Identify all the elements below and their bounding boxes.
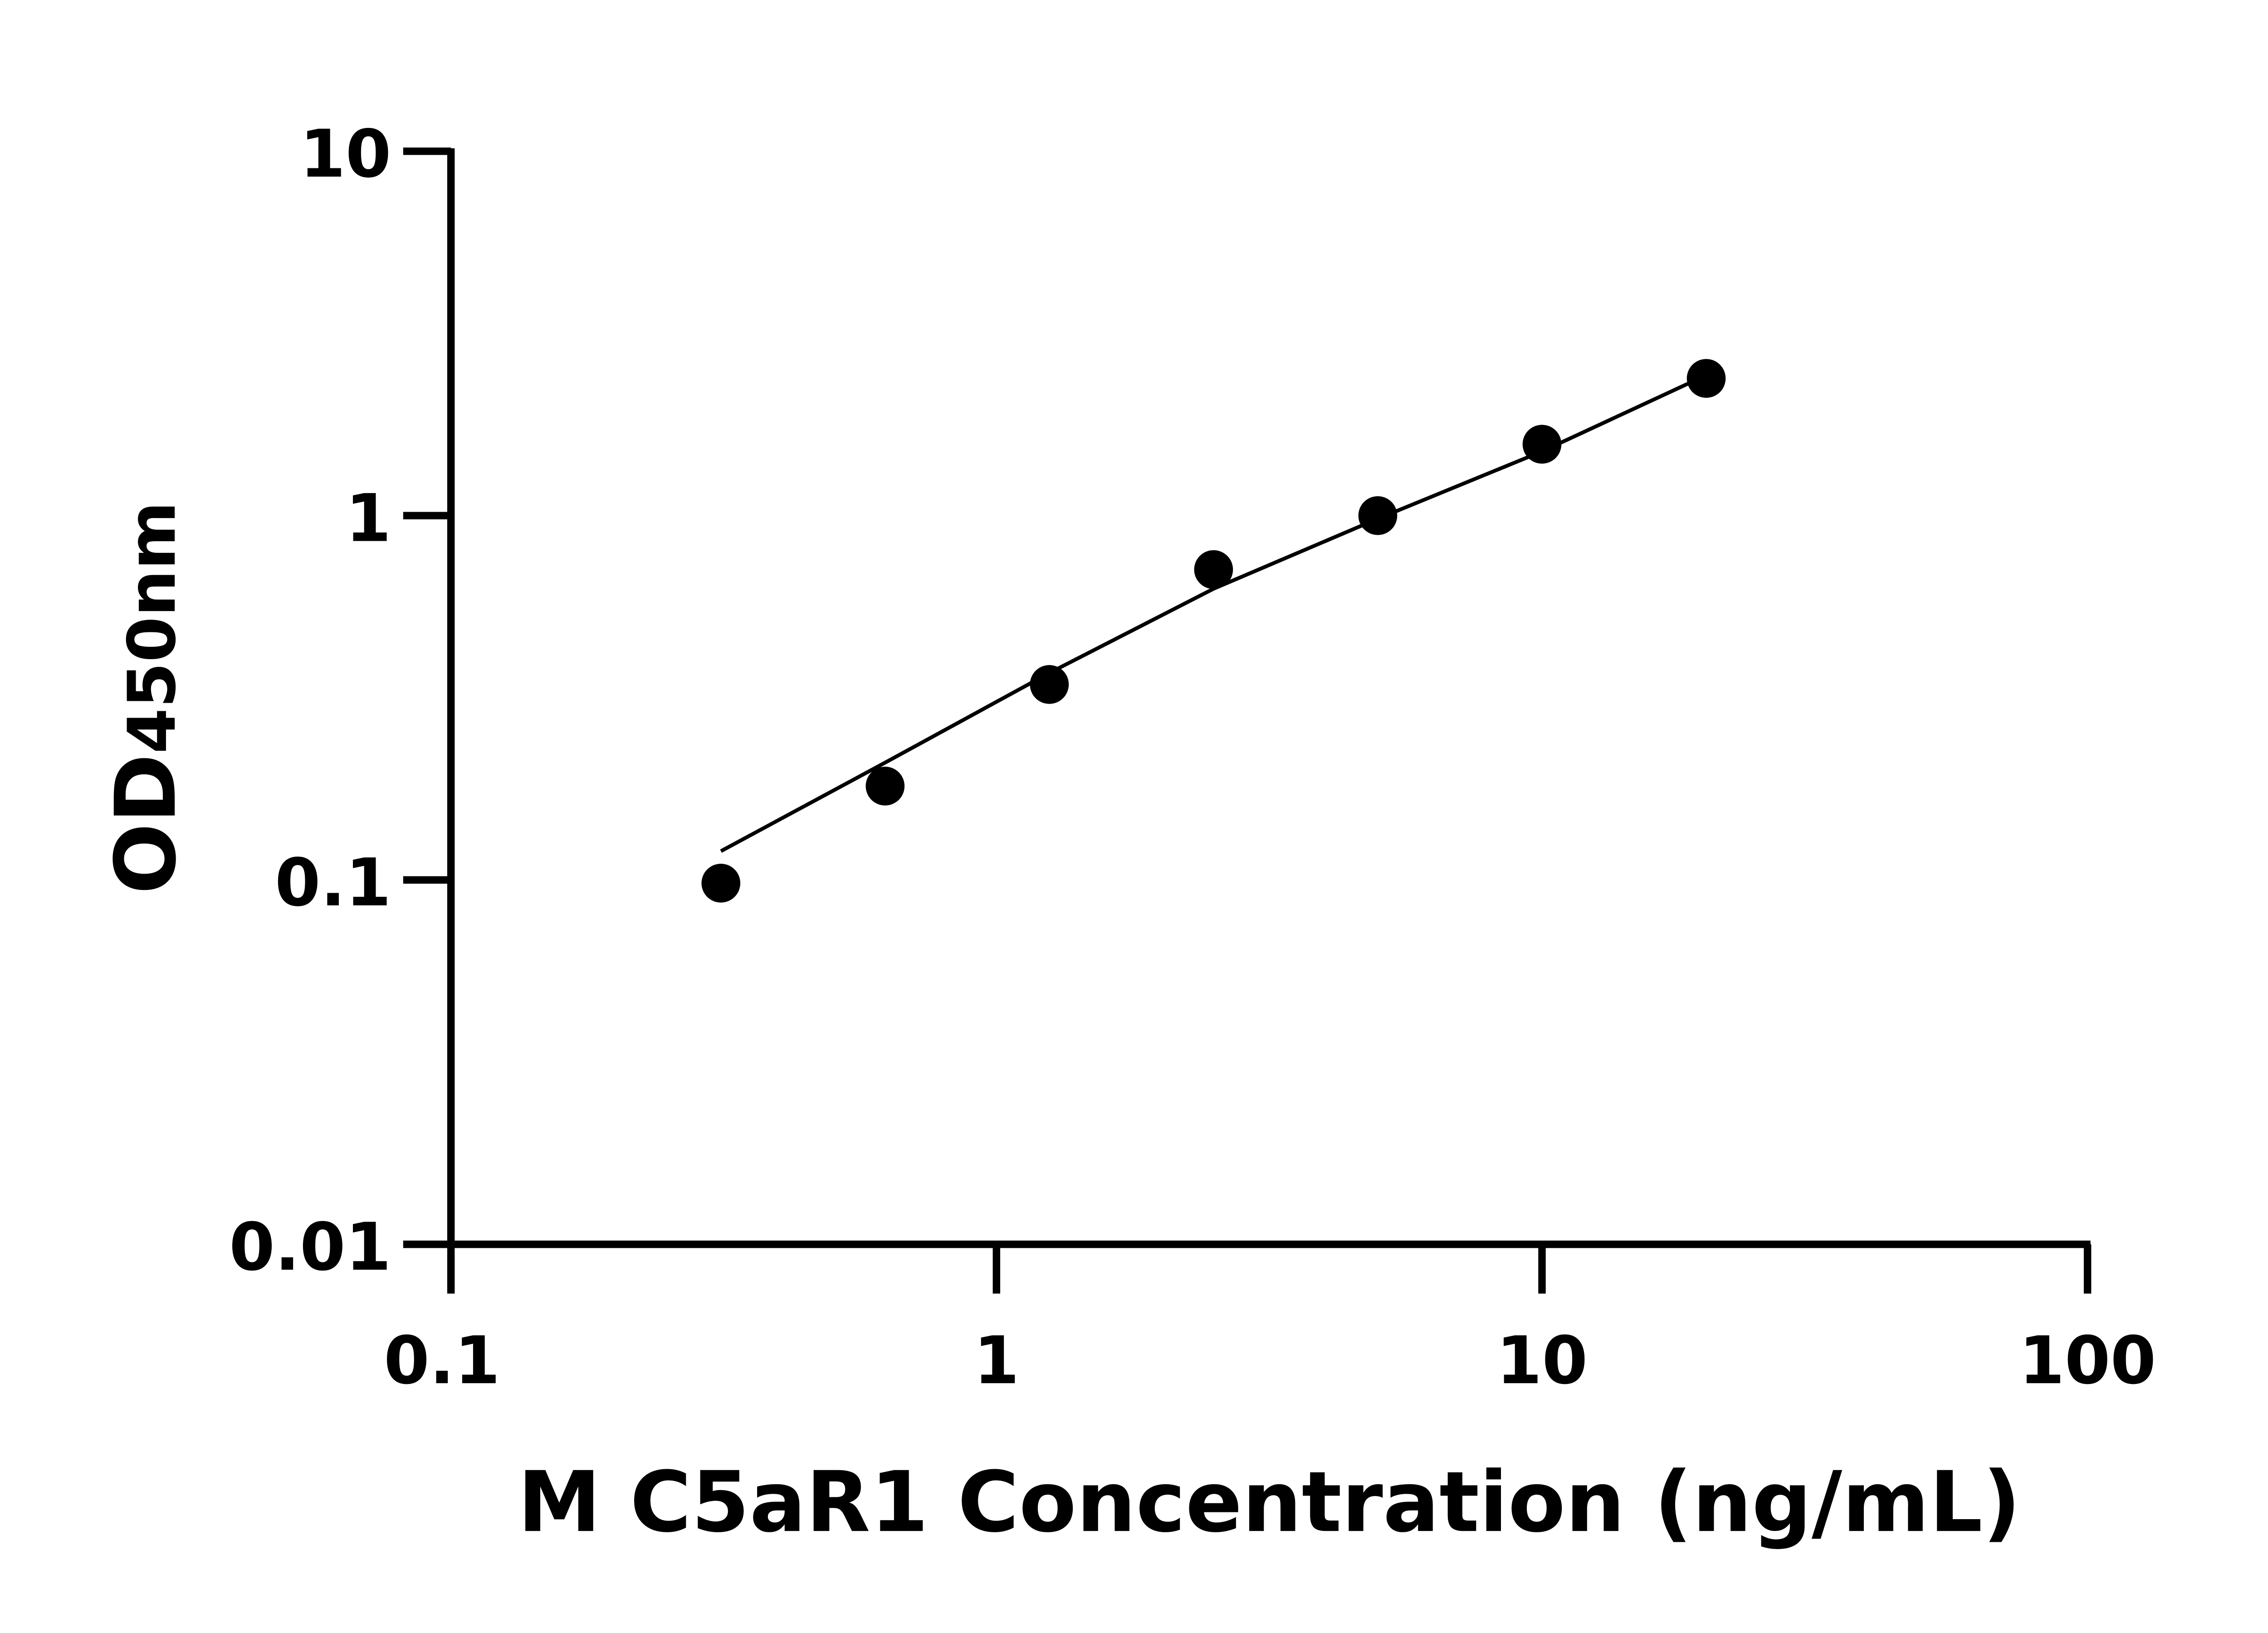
x-tick-label: 0.1 <box>384 1323 500 1399</box>
data-point <box>701 864 741 903</box>
data-point <box>1686 359 1726 398</box>
y-tick-label: 0.1 <box>275 845 391 921</box>
y-tick-label: 10 <box>300 116 391 192</box>
x-tick-label: 10 <box>1496 1323 1588 1399</box>
data-point <box>1358 496 1398 535</box>
y-tick-label: 1 <box>346 481 391 557</box>
tick-labels: 0.1 1 10 100 0.01 0.1 1 10 <box>229 116 2156 1399</box>
data-points <box>701 359 1726 903</box>
y-tick-label: 0.01 <box>229 1209 391 1286</box>
x-axis-label: M C5aR1 Concentration (ng/mL) <box>518 1454 2021 1551</box>
y-axis-label-main: OD <box>98 754 195 895</box>
y-axis-label: OD450nm <box>98 501 195 894</box>
data-point <box>1030 665 1069 704</box>
y-axis-label-sub: 450nm <box>114 501 191 753</box>
axes <box>403 147 2092 1294</box>
data-point <box>865 767 905 806</box>
x-tick-label: 1 <box>973 1323 1019 1399</box>
data-point <box>1194 550 1233 589</box>
data-point <box>1522 425 1562 464</box>
x-tick-label: 100 <box>2019 1323 2156 1399</box>
